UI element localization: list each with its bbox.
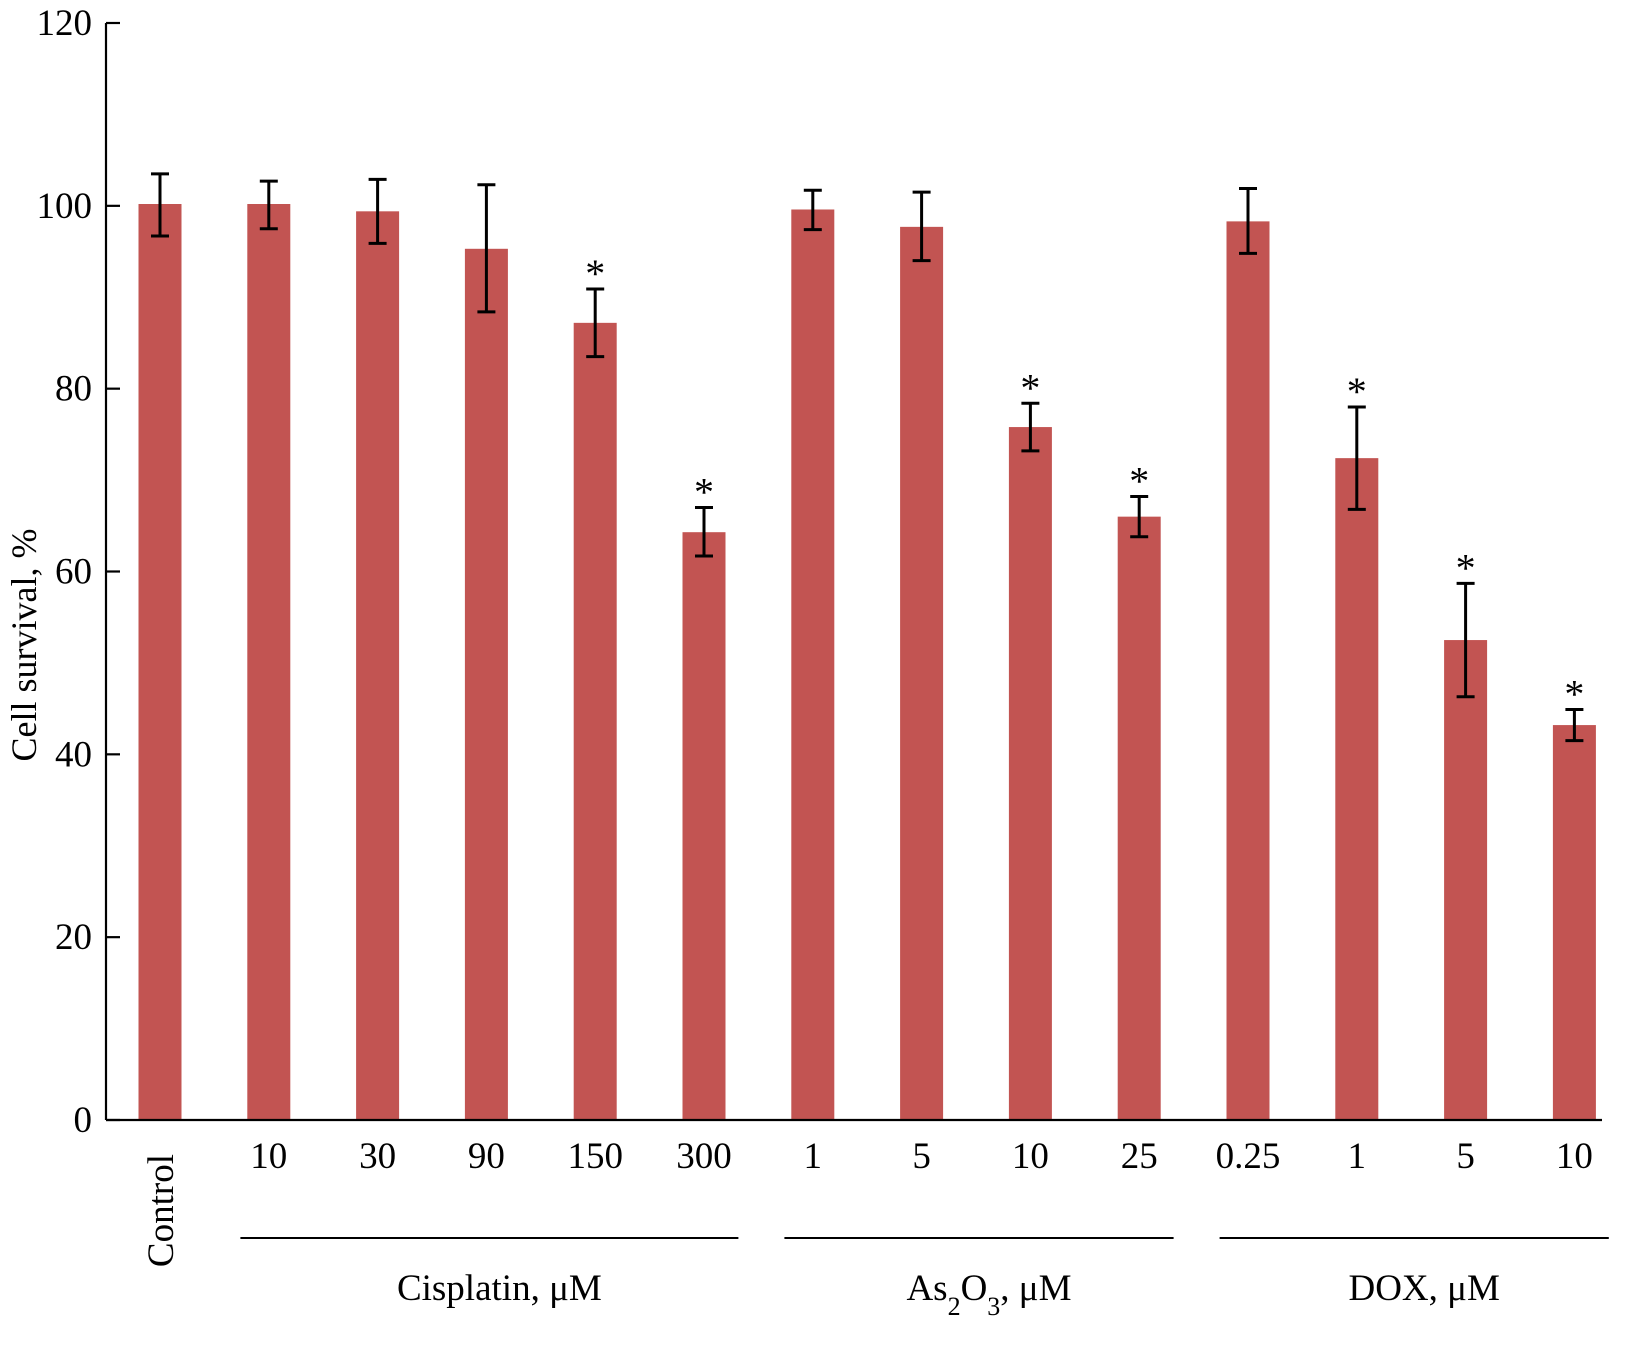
x-tick-label: 5: [912, 1136, 931, 1177]
y-tick-label: 100: [37, 186, 93, 227]
y-tick-label: 20: [55, 917, 92, 958]
x-tick-label: 5: [1456, 1136, 1475, 1177]
bars: * * * * * * *: [138, 172, 1596, 1121]
group-label: DOX, μM: [1348, 1268, 1499, 1309]
y-tick-label: 40: [55, 734, 92, 775]
significance-star: *: [1564, 672, 1584, 717]
y-tick-label: 80: [55, 369, 92, 410]
x-axis: Control 10 30 90 150 300 1 5 10 25 0.25 1 5 10: [106, 1118, 1602, 1267]
significance-star: *: [1347, 369, 1367, 414]
x-tick-label: 1: [1348, 1136, 1367, 1177]
y-tick-label: 60: [55, 552, 92, 593]
x-tick-label: 10: [1556, 1136, 1593, 1177]
bar: [791, 209, 835, 1121]
x-tick-label: 30: [359, 1136, 396, 1177]
y-tick-label: 120: [37, 3, 93, 44]
bar: [1335, 458, 1379, 1121]
x-tick-label: 300: [676, 1136, 732, 1177]
significance-star: *: [1020, 365, 1040, 410]
x-tick-label: 150: [567, 1136, 623, 1177]
y-axis: 0 20 40 60 80 100 120: [37, 3, 120, 1141]
bar: [1117, 516, 1161, 1120]
significance-star: *: [1456, 545, 1476, 590]
x-tick-label: 90: [468, 1136, 505, 1177]
group-label: Cisplatin, μM: [397, 1268, 602, 1309]
y-axis-label: Cell survival, %: [4, 529, 44, 762]
y-tick-label: 0: [74, 1100, 93, 1141]
bar: [573, 322, 617, 1120]
bar: [247, 204, 291, 1120]
bar: [900, 226, 944, 1121]
x-tick-label-control: Control: [141, 1154, 182, 1267]
bar: [1444, 640, 1488, 1120]
x-tick-label: 0.25: [1216, 1136, 1281, 1177]
significance-star: *: [585, 251, 605, 296]
bar: [356, 211, 400, 1120]
bar: [1552, 725, 1596, 1120]
bar: [1226, 221, 1270, 1121]
x-tick-label: 25: [1121, 1136, 1158, 1177]
x-tick-label: 1: [804, 1136, 823, 1177]
x-tick-label: 10: [250, 1136, 287, 1177]
group-label: As2O3, μM: [906, 1268, 1071, 1321]
significance-star: *: [1129, 459, 1149, 504]
x-tick-label: 10: [1012, 1136, 1049, 1177]
bar: [682, 532, 726, 1120]
group-labels: Cisplatin, μM As2O3, μM DOX, μM: [240, 1237, 1609, 1321]
bar: [464, 248, 508, 1120]
bar: [1008, 427, 1052, 1121]
bar: [138, 204, 182, 1120]
significance-star: *: [694, 470, 714, 515]
